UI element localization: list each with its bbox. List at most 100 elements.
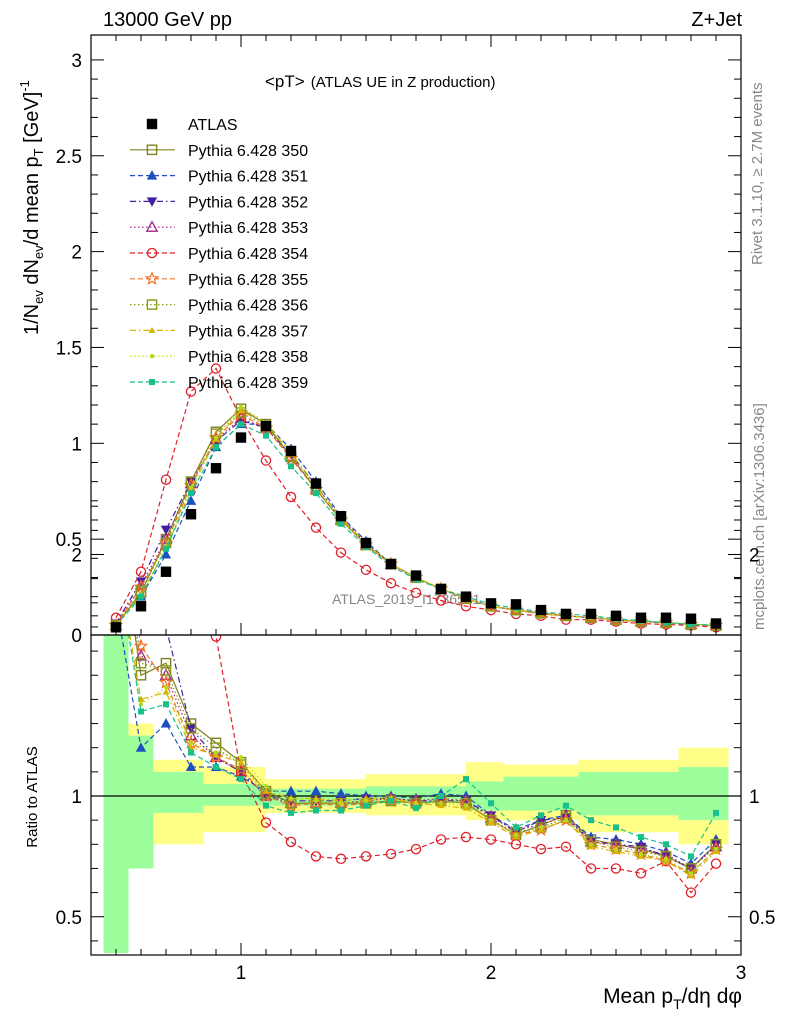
top-series-8-point-3 [188, 485, 194, 490]
legend-marker-9 [149, 354, 155, 359]
ratio-series-8-point-19 [588, 842, 594, 847]
legend-entry-0: ATLAS [146, 117, 238, 134]
top-series-9-point-4 [213, 444, 219, 451]
ratio-series-8-point-23 [688, 871, 694, 876]
ratio-series-0-point-0 [111, 502, 120, 511]
legend-marker-1 [146, 144, 158, 156]
legend-entry-9: Pythia 6.428 358 [130, 349, 308, 366]
ratio-series-7-point-2 [162, 688, 170, 695]
top-series-10-point-13 [435, 583, 447, 595]
ratio-series-9-point-20 [613, 824, 619, 831]
ratio-series-1-point-7 [285, 785, 297, 796]
ratio-series-8-point-2 [163, 685, 169, 690]
ratio-series-9-point-8 [313, 807, 319, 814]
top-series-4-point-12 [410, 587, 422, 599]
ratio-series-8-point-21 [638, 851, 644, 857]
ratio-y-tick-label-right-0.5: 0.5 [749, 908, 775, 929]
legend-label-4: Pythia 6.428 353 [188, 220, 308, 237]
top-series-9-point-9 [338, 520, 344, 527]
ratio-series-7-point-0 [113, 551, 120, 557]
ratio-series-9-point-4 [213, 764, 219, 771]
x-axis-title: Mean pT/dη dφ [603, 985, 742, 1012]
top-series-10-point-18 [560, 608, 572, 620]
ratio-series-4-point-13 [435, 834, 447, 845]
ratio-y-tick-label-right-1: 1 [749, 787, 760, 808]
plot-title-sub: (ATLAS UE in Z production) [311, 74, 496, 91]
ratio-y-axis-title: Ratio to ATLAS [24, 746, 41, 847]
legend-marker-0 [146, 118, 158, 130]
top-y-tick-label-0: 0 [71, 626, 82, 647]
ratio-series-9-point-15 [488, 800, 494, 807]
ratio-series-8-point-20 [613, 846, 619, 852]
ratio-series-4-point-1 [136, 514, 145, 523]
ratio-band-inner-8 [578, 771, 679, 816]
top-series-1-point-2 [160, 548, 172, 559]
ratio-series-7-point-9 [337, 797, 345, 804]
legend-marker-3 [146, 197, 158, 207]
legend-label-3: Pythia 6.428 352 [188, 194, 308, 211]
ratio-series-4-point-9 [335, 853, 347, 865]
ratio-series-2-point-0 [111, 454, 121, 464]
ratio-series-1-point-3 [185, 761, 197, 772]
ratio-series-8-point-15 [488, 817, 494, 823]
ratio-series-8-point-9 [338, 801, 344, 806]
legend-entry-7: Pythia 6.428 356 [130, 298, 308, 315]
ratio-series-4-point-10 [360, 851, 372, 862]
ratio-series-7-point-10 [362, 794, 370, 801]
top-series-10-point-12 [410, 570, 422, 581]
ratio-series-1-point-1 [135, 742, 147, 752]
legend-entry-4: Pythia 6.428 353 [130, 220, 308, 237]
ratio-series-6-point-0 [111, 490, 120, 499]
top-series-9-point-23 [688, 621, 694, 628]
top-series-10-point-3 [185, 509, 197, 520]
ratio-series-9-point-19 [588, 817, 594, 824]
ratio-series-3-point-6 [259, 789, 273, 801]
ratio-series-7-point-8 [312, 794, 320, 801]
ratio-series-8-point-6 [263, 784, 269, 789]
top-y-tick-label-3: 3 [71, 51, 82, 72]
ratio-series-line-4 [214, 635, 717, 894]
top-series-4-point-13 [435, 595, 447, 606]
ratio-series-8-point-13 [438, 801, 444, 806]
ratio-series-4-point-16 [510, 839, 522, 850]
ratio-series-0-point-2 [160, 657, 172, 669]
ratio-band-inner-3 [203, 783, 266, 806]
ratio-band-inner-1 [128, 735, 154, 869]
top-y-tick-label-1.5: 1.5 [56, 338, 82, 359]
ratio-series-9-point-17 [538, 812, 544, 819]
legend-marker-10 [149, 379, 155, 385]
ratio-series-8-point-0 [114, 564, 118, 568]
ratio-series-9-point-7 [288, 809, 294, 816]
ratio-series-9-point-13 [438, 793, 444, 799]
ratio-series-3-point-0 [111, 530, 121, 540]
ratio-series-9-point-16 [513, 824, 519, 831]
ratio-band-inner-9 [678, 767, 729, 821]
ratio-series-marks [111, 454, 724, 898]
top-series-4-point-2 [160, 474, 172, 485]
top-series-4-point-6 [260, 455, 272, 466]
legend-entry-5: Pythia 6.428 354 [130, 246, 308, 263]
ratio-series-4-point-14 [460, 831, 472, 843]
top-series-10-point-7 [285, 445, 297, 457]
legend-label-6: Pythia 6.428 355 [188, 272, 308, 289]
legend-label-0: ATLAS [188, 117, 238, 134]
ratio-series-9-point-3 [188, 749, 194, 756]
ratio-series-8-point-8 [313, 798, 319, 804]
top-y-tick-label-1: 1 [71, 434, 82, 455]
ratio-series-4 [136, 514, 722, 898]
ratio-series-4-point-11 [385, 848, 397, 860]
legend-label-10: Pythia 6.428 359 [188, 375, 308, 392]
ratio-series-8-point-18 [563, 817, 569, 823]
top-series-4-point-9 [335, 547, 347, 558]
legend-marker-5 [146, 247, 158, 259]
top-y-tick-label-2: 2 [71, 243, 82, 264]
legend: ATLAS Pythia 6.428 350 Pythia 6.428 351 Pyt… [130, 117, 308, 392]
top-series-9-point-6 [263, 432, 269, 439]
ratio-series-8-point-3 [188, 740, 194, 746]
top-series-10-point-1 [135, 601, 147, 612]
legend-label-7: Pythia 6.428 356 [188, 298, 308, 315]
ratio-series-1-point-2 [160, 718, 172, 728]
ratio-series-8-point-12 [413, 801, 419, 806]
ratio-series-6-point-3 [185, 723, 197, 734]
